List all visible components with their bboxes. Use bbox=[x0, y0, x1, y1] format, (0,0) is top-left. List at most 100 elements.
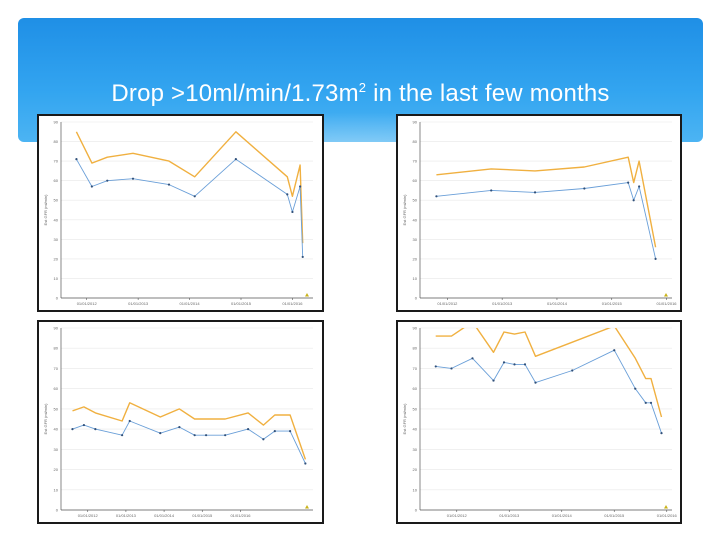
slide-title-tail: in the last few months bbox=[366, 80, 610, 107]
chart-panel-bottom-right: 0 10 20 30 40 50 60 70 80 90 Est GFR (ml/min) 01/01… bbox=[396, 320, 682, 524]
series-group bbox=[434, 328, 663, 435]
data-point bbox=[304, 462, 307, 465]
x-tick-label: 01/01/2013 bbox=[492, 301, 513, 306]
y-tick-label: 90 bbox=[54, 326, 59, 331]
y-tick-label: 0 bbox=[56, 508, 59, 513]
y-tick-label: 50 bbox=[413, 406, 418, 411]
data-point bbox=[533, 191, 537, 194]
data-point bbox=[106, 179, 109, 182]
slide-title: Drop >10ml/min/1.73m2 in the last few mo… bbox=[18, 80, 703, 108]
x-tick-label: 01/01/2013 bbox=[499, 513, 520, 518]
warning-triangle-icon bbox=[664, 293, 668, 297]
y-tick-label: 30 bbox=[413, 237, 418, 242]
data-point bbox=[638, 185, 641, 188]
series-line-upper bbox=[436, 156, 657, 248]
y-tick-label: 50 bbox=[54, 198, 59, 203]
data-point bbox=[632, 199, 635, 202]
data-point bbox=[120, 434, 124, 437]
data-point bbox=[193, 195, 196, 198]
series-line-lower bbox=[435, 349, 662, 434]
data-point bbox=[434, 365, 437, 368]
data-point bbox=[288, 430, 292, 433]
y-axis-label: Est GFR (ml/min) bbox=[402, 194, 407, 226]
series-line-lower bbox=[72, 420, 306, 464]
data-point bbox=[301, 255, 304, 259]
y-tick-label: 30 bbox=[54, 237, 59, 242]
data-point bbox=[82, 423, 86, 427]
x-tick-label: 01/01/2012 bbox=[77, 301, 98, 306]
x-tick-label: 01/01/2015 bbox=[231, 301, 252, 306]
data-point bbox=[634, 387, 637, 390]
data-point bbox=[131, 177, 135, 180]
y-tick-label: 0 bbox=[415, 296, 418, 301]
y-tick-label: 30 bbox=[413, 447, 418, 452]
x-tick-label: 01/01/2016 bbox=[657, 513, 678, 518]
x-tick-label: 01/01/2014 bbox=[547, 301, 568, 306]
data-point bbox=[291, 210, 294, 214]
chart-top-left: 0 10 20 30 40 50 60 70 80 90 Est GFR (ml/min) 01/01… bbox=[43, 120, 313, 306]
chart-bottom-right: 0 10 20 30 40 50 60 70 80 90 Est GFR (ml/min) 01/01… bbox=[402, 326, 678, 519]
y-tick-label: 0 bbox=[415, 508, 418, 513]
data-point bbox=[490, 189, 493, 192]
chart-panel-top-right: 0 10 20 30 40 50 60 70 80 90 Est GFR (ml/min) 01/01… bbox=[396, 114, 682, 312]
y-axis-label: Est GFR (ml/min) bbox=[402, 403, 407, 435]
chart-panel-bottom-left: 0 10 20 30 40 50 60 70 80 90 Est GFR (ml/min) 01/01… bbox=[37, 320, 324, 524]
y-tick-label: 70 bbox=[413, 159, 418, 164]
y-tick-label: 20 bbox=[413, 467, 418, 472]
y-tick-label: 40 bbox=[54, 217, 59, 222]
y-tick-label: 40 bbox=[413, 217, 418, 222]
x-tick-label: 01/01/2013 bbox=[116, 513, 137, 518]
series-line-upper bbox=[72, 402, 307, 460]
data-point bbox=[167, 183, 171, 186]
data-point bbox=[128, 419, 131, 423]
warning-triangle-icon bbox=[305, 505, 309, 509]
y-tick-label: 20 bbox=[54, 256, 59, 261]
data-point bbox=[273, 430, 276, 433]
data-point bbox=[262, 438, 265, 441]
series-group bbox=[435, 156, 657, 260]
x-tick-label: 01/01/2015 bbox=[604, 513, 625, 518]
x-tick-label: 01/01/2014 bbox=[180, 301, 201, 306]
data-point bbox=[246, 428, 250, 431]
x-tick-label: 01/01/2015 bbox=[192, 513, 213, 518]
x-tick-label: 01/01/2016 bbox=[282, 301, 303, 306]
y-axis-label: Est GFR (ml/min) bbox=[43, 403, 48, 435]
y-tick-label: 10 bbox=[413, 276, 418, 281]
warning-triangle-icon bbox=[664, 505, 668, 509]
data-point bbox=[71, 428, 74, 431]
y-tick-label: 90 bbox=[413, 120, 418, 125]
y-tick-label: 10 bbox=[54, 487, 59, 492]
data-point bbox=[471, 357, 474, 360]
x-tick-label: 01/01/2013 bbox=[128, 301, 149, 306]
chart-panel-top-left: 0 10 20 30 40 50 60 70 80 90 Est GFR (ml/min) 01/01… bbox=[37, 114, 324, 312]
data-point bbox=[299, 185, 302, 188]
data-point bbox=[613, 349, 616, 352]
data-point bbox=[492, 379, 495, 382]
y-tick-label: 30 bbox=[54, 447, 59, 452]
y-tick-label: 80 bbox=[54, 139, 59, 144]
y-tick-label: 80 bbox=[413, 139, 418, 144]
data-point bbox=[94, 428, 97, 431]
series-group bbox=[75, 131, 304, 259]
slide-title-superscript: 2 bbox=[358, 80, 367, 95]
data-point bbox=[193, 434, 196, 437]
data-point bbox=[644, 401, 647, 404]
y-tick-label: 90 bbox=[54, 120, 59, 125]
x-tick-label: 01/01/2012 bbox=[437, 301, 458, 306]
data-point bbox=[234, 158, 237, 161]
data-point bbox=[90, 185, 93, 188]
x-tick-label: 01/01/2014 bbox=[552, 513, 573, 518]
y-tick-label: 60 bbox=[54, 178, 59, 183]
data-point bbox=[513, 363, 516, 366]
data-point bbox=[435, 195, 438, 198]
y-tick-label: 80 bbox=[54, 346, 59, 351]
y-tick-label: 20 bbox=[54, 467, 59, 472]
y-tick-label: 10 bbox=[54, 276, 59, 281]
data-point bbox=[571, 369, 574, 372]
data-point bbox=[523, 363, 527, 366]
y-tick-label: 50 bbox=[54, 406, 59, 411]
y-tick-label: 20 bbox=[413, 256, 418, 261]
x-tick-label: 01/01/2012 bbox=[447, 513, 468, 518]
data-point bbox=[583, 187, 586, 190]
data-point bbox=[178, 425, 181, 429]
